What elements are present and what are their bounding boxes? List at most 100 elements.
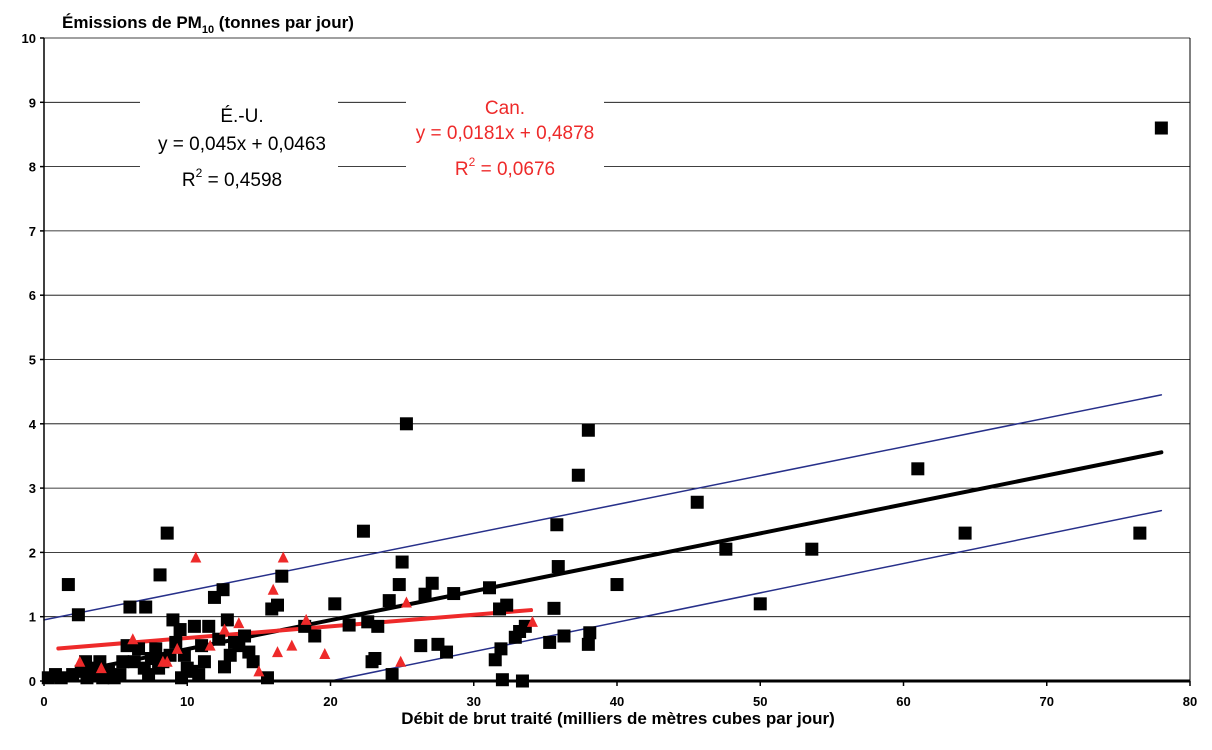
x-tick-label: 20 [323,694,337,709]
can-data-point [253,665,265,677]
us-data-point [447,587,461,601]
can-equation: y = 0,0181x + 0,4878 [416,123,595,144]
us-data-point [581,423,595,437]
us-data-point [550,518,564,532]
gridlines [44,37,1190,618]
us-data-point [202,619,216,633]
us-data-point [581,637,595,651]
us-data-point [160,526,174,540]
can-points [74,551,538,677]
us-data-point [958,526,972,540]
y-tick-label: 8 [29,160,36,175]
y-tick-label: 6 [29,288,36,303]
us-data-point [275,569,289,583]
us-equation: y = 0,045x + 0,0463 [158,134,326,155]
us-data-point [217,660,231,674]
can-data-point [233,617,245,629]
us-r-squared: R2 = 0,4598 [182,166,282,191]
us-data-point [1133,526,1147,540]
can-data-point [127,633,139,645]
us-data-point [690,495,704,509]
y-axis-title: Émissions de PM10 (tonnes par jour) [62,13,354,36]
can-r-squared: R2 = 0,0676 [455,155,555,180]
us-data-point [61,578,75,592]
can-data-point [267,583,279,595]
x-tick-label: 10 [180,694,194,709]
us-data-point [395,555,409,569]
y-tick-label: 4 [29,417,37,432]
us-points [41,121,1168,688]
y-tick-label: 1 [29,610,36,625]
us-annotation: É.-U. y = 0,045x + 0,0463 R2 = 0,4598 [140,86,338,200]
can-data-point [161,655,173,667]
can-annotation: Can. y = 0,0181x + 0,4878 R2 = 0,0676 [406,86,604,190]
x-axis-title: Débit de brut traité (milliers de mètres… [401,709,835,728]
us-label: É.-U. [220,106,263,127]
can-data-point [271,646,283,658]
confidence-band-lower [329,509,1163,682]
y-tick-label: 9 [29,95,36,110]
can-data-point [190,551,202,563]
us-data-point [132,642,146,656]
can-data-point [277,551,289,563]
us-data-point [399,417,413,431]
us-data-point [753,597,767,611]
us-data-point [547,601,561,615]
us-data-point [197,655,211,669]
us-data-point [187,619,201,633]
y-tick-label: 0 [29,674,36,689]
us-data-point [551,560,565,574]
us-data-point [153,568,167,582]
us-data-point [127,655,141,669]
us-data-point [518,619,532,633]
x-tick-label: 40 [610,694,624,709]
y-tick-label: 3 [29,481,36,496]
can-label: Can. [485,98,525,119]
us-data-point [543,635,557,649]
us-data-point [356,524,370,538]
us-data-point [246,655,260,669]
tick-labels: 0 1 2 3 4 5 6 7 8 9 10 0 10 20 30 40 50 60 70 80 [22,31,1198,709]
us-data-point [195,639,209,653]
can-data-point [171,642,183,654]
y-tick-label: 2 [29,545,36,560]
us-data-point [425,576,439,590]
us-data-point [805,542,819,556]
us-data-point [494,642,508,656]
can-data-point [204,639,216,651]
us-data-point [142,668,156,682]
can-annotation-background [406,86,604,190]
us-data-point [418,587,432,601]
can-data-point [95,662,107,674]
us-data-point [500,598,514,612]
us-data-point [216,583,230,597]
y-tick-label: 7 [29,224,36,239]
us-data-point [238,629,252,643]
can-data-point [74,655,86,667]
us-data-point [270,598,284,612]
us-data-point [149,642,163,656]
us-data-point [139,600,153,614]
can-data-point [300,613,312,625]
us-data-point [371,619,385,633]
us-data-point [220,613,234,627]
us-data-point [385,668,399,682]
confidence-band-upper [43,394,1163,621]
y-tick-label: 10 [22,31,36,46]
us-data-point [342,618,356,632]
us-data-point [1154,121,1168,135]
us-data-point [583,626,597,640]
x-tick-label: 30 [467,694,481,709]
x-tick-label: 50 [753,694,767,709]
us-data-point [719,542,733,556]
us-data-point [123,600,137,614]
us-data-point [483,581,497,595]
us-data-point [557,629,571,643]
us-data-point [192,668,206,682]
us-data-point [571,468,585,482]
x-tick-label: 60 [896,694,910,709]
can-data-point [286,639,298,651]
us-data-point [392,578,406,592]
us-data-point [173,623,187,637]
us-data-point [610,578,624,592]
